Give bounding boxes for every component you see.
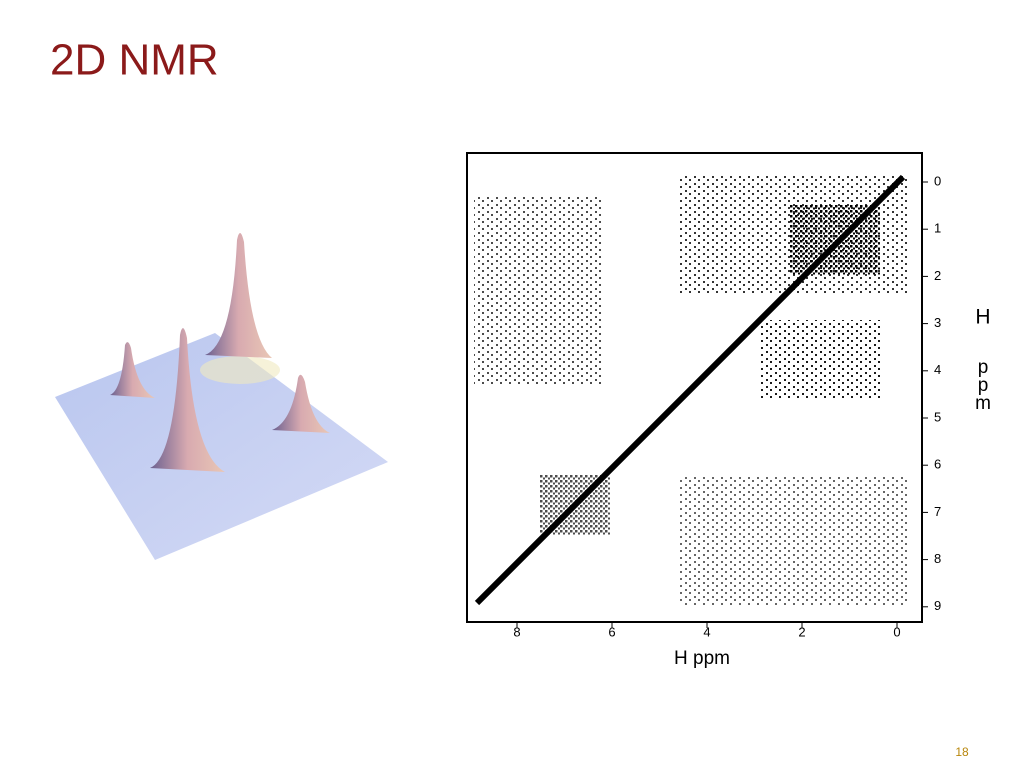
y-tick-label: 5 [934, 409, 941, 424]
y-tick-label: 0 [934, 173, 941, 188]
x-tick-label: 4 [703, 624, 710, 639]
y-axis-label: H [975, 306, 990, 329]
x-tick-label: 0 [893, 624, 900, 639]
y-tick-label: 3 [934, 315, 941, 330]
slide-title: 2D NMR [50, 36, 219, 85]
y-tick-label: 8 [934, 551, 941, 566]
x-axis-label: H ppm [674, 648, 730, 669]
y-tick-label: 4 [934, 362, 941, 377]
x-tick-label: 2 [798, 624, 805, 639]
y-tick-label: 9 [934, 598, 941, 613]
y-axis-label: m [975, 393, 991, 414]
page-number: 18 [955, 745, 969, 759]
y-tick-label: 1 [934, 221, 941, 236]
surface-plot [55, 232, 388, 560]
spectrum [466, 152, 923, 623]
x-tick-label: 6 [608, 624, 615, 639]
y-axis-label: p [978, 357, 989, 378]
y-axis-label: p [978, 375, 989, 396]
x-tick-label: 8 [513, 624, 520, 639]
y-tick-label: 2 [934, 268, 941, 283]
y-tick-label: 7 [934, 504, 941, 519]
y-tick-label: 6 [934, 457, 941, 472]
